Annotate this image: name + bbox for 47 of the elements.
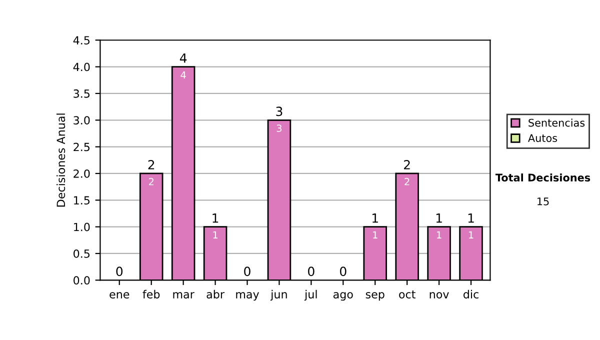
data-label: 2 [148,178,154,186]
y-tick-label: 3.0 [74,116,90,125]
y-tick-label: 3.5 [74,89,90,98]
legend-label: Sentencias [528,118,585,127]
x-tick-label: feb [142,290,160,298]
y-tick-label: 4.0 [73,62,90,72]
x-tick-label: oct [399,290,416,298]
legend-label: Autos [528,134,558,142]
total-label: 1 [372,214,378,223]
text: 15 [538,198,549,206]
x-tick-label: jun [270,290,287,301]
total-label: 4 [180,53,187,63]
x-tick-label: ago [333,292,353,301]
total-label: 0 [116,266,123,276]
data-label: 3 [276,124,282,132]
total-label: 1 [468,214,474,223]
total-label: 0 [308,266,314,276]
y-tick-label: 1.5 [74,196,90,205]
x-tick-label: dic [464,290,478,298]
y-tick-label: 2.0 [74,169,90,178]
x-tick-label: jul [304,290,317,301]
x-tick-label: mar [173,292,194,298]
total-label: 1 [212,214,218,223]
data-label: 1 [213,231,218,238]
total-label: 0 [340,266,346,276]
data-label: 4 [180,71,186,78]
y-axis-title: Decisiones Anual [56,114,66,207]
total-label: 1 [436,214,442,223]
y-tick-label: 1.0 [74,222,90,232]
total-label: 0 [244,266,250,276]
x-tick-label: may [236,292,260,301]
total-label: 3 [276,106,282,116]
y-tick-label: 0.0 [74,276,90,285]
x-tick-label: sep [366,292,384,301]
data-label: 1 [468,231,474,238]
y-tick-label: 4.5 [73,36,90,44]
total-label: 2 [404,160,410,170]
data-label: 1 [373,231,378,238]
x-tick-label: nov [430,292,449,298]
y-tick-label: 2.5 [74,142,90,152]
x-tick-label: ene [110,292,130,298]
x-tick-label: abr [206,290,224,298]
total-label: 2 [148,160,154,170]
y-tick-label: 0.5 [74,249,90,258]
text: Total Decisiones [495,173,590,182]
data-label: 2 [404,178,410,186]
data-label: 1 [437,231,442,238]
